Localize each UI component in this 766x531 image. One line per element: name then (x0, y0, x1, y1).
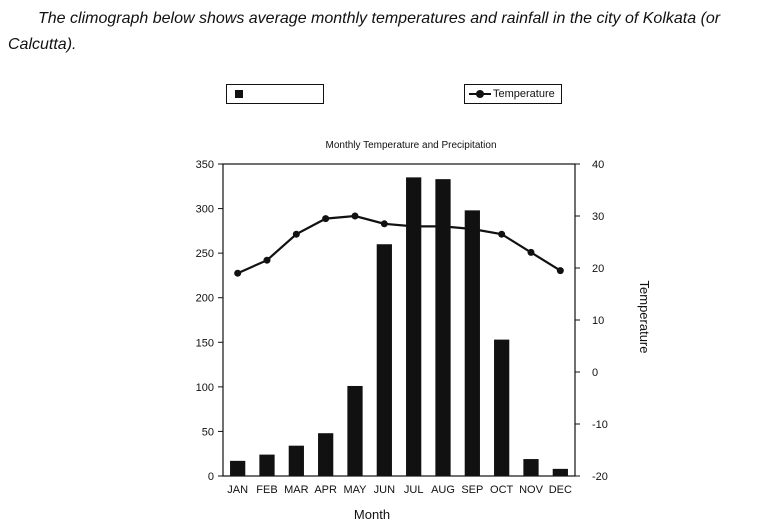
left-axis-tick-label: 350 (196, 159, 214, 171)
right-axis-tick-label: -10 (592, 419, 608, 431)
left-axis-tick-label: 100 (196, 382, 214, 394)
x-axis-tick-label: NOV (519, 484, 544, 496)
temperature-point (498, 230, 506, 238)
x-axis-tick-label: APR (314, 484, 337, 496)
temperature-point (234, 269, 242, 277)
temperature-line (237, 214, 561, 275)
intro-text: The climograph below shows average month… (8, 10, 721, 53)
x-axis-tick-label: DEC (549, 484, 572, 496)
rainfall-bar (435, 179, 451, 476)
rainfall-bar (464, 210, 480, 476)
x-axis-title: Month (354, 507, 390, 522)
x-axis-tick-label: AUG (431, 484, 455, 496)
left-axis-tick-label: 200 (196, 293, 214, 305)
right-axis-title: Temperature (637, 281, 652, 354)
temperature-point (556, 267, 564, 275)
temperature-point (263, 256, 271, 264)
temperature-point (439, 222, 447, 230)
legend-bar-swatch (235, 90, 243, 98)
x-axis-tick-label: JUN (374, 484, 395, 496)
rainfall-bar (230, 460, 246, 476)
legend-rainfall (226, 84, 324, 104)
legend-temperature-label: Temperature (493, 88, 555, 100)
rainfall-bar (318, 433, 334, 476)
right-axis-tick-label: 10 (592, 315, 604, 327)
plot-frame (222, 163, 576, 477)
temperature-point (351, 212, 359, 220)
right-axis-tick-label: 20 (592, 263, 604, 275)
right-axis-tick-label: 40 (592, 159, 604, 171)
x-axis-tick-label: FEB (256, 484, 277, 496)
x-axis-tick-label: MAY (343, 484, 367, 496)
temperature-point (527, 248, 535, 256)
temperature-point (380, 220, 388, 228)
rainfall-bar (347, 385, 363, 476)
right-axis-tick-label: 30 (592, 211, 604, 223)
temperature-point (410, 222, 418, 230)
right-axis-tick-label: 0 (592, 367, 598, 379)
x-axis-tick-label: JUL (404, 484, 424, 496)
rainfall-bar (406, 177, 422, 476)
x-axis-tick-label: JAN (227, 484, 248, 496)
rainfall-bar (552, 468, 568, 476)
x-axis-tick-label: OCT (490, 484, 514, 496)
rainfall-bar (494, 339, 510, 476)
temperature-point (322, 215, 330, 223)
x-axis-tick-label: MAR (284, 484, 309, 496)
rainfall-bar (376, 244, 392, 476)
right-axis-tick-label: -20 (592, 471, 608, 483)
left-axis-tick-label: 150 (196, 337, 214, 349)
rainfall-bar (259, 454, 275, 476)
legend-marker-swatch (476, 90, 484, 98)
chart-title: Monthly Temperature and Precipitation (325, 140, 496, 151)
left-axis-tick-label: 300 (196, 204, 214, 216)
left-axis-tick-label: 0 (208, 471, 214, 483)
left-axis-tick-label: 50 (202, 426, 214, 438)
legend-temperature: Temperature (464, 84, 562, 104)
rainfall-bar (523, 459, 539, 476)
rainfall-bar (288, 445, 304, 476)
left-axis-tick-label: 250 (196, 248, 214, 260)
temperature-point (292, 230, 300, 238)
temperature-point (468, 225, 476, 233)
x-axis-tick-label: SEP (461, 484, 483, 496)
